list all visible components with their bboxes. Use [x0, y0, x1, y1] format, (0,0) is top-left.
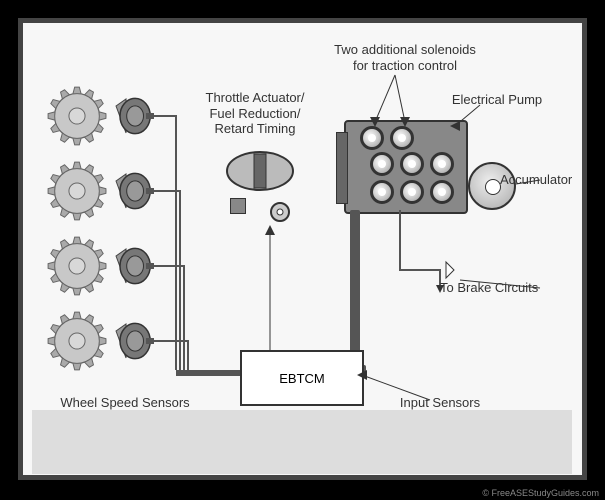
label-wheel: Wheel Speed Sensors — [40, 395, 210, 411]
label-solenoids: Two additional solenoidsfor traction con… — [305, 42, 505, 73]
speed-sensor-icon — [112, 245, 154, 292]
speed-sensor-icon — [112, 170, 154, 217]
wheel-gear-icon — [46, 160, 108, 222]
solenoid-icon — [370, 152, 394, 176]
solenoid-icon — [430, 152, 454, 176]
throttle-gear-icon — [268, 200, 292, 229]
inner-band — [32, 410, 572, 474]
throttle-actuator-icon — [225, 150, 295, 192]
solenoid-icon — [400, 152, 424, 176]
source-credit: © FreeASEStudyGuides.com — [482, 488, 599, 498]
label-throttle: Throttle Actuator/Fuel Reduction/Retard … — [185, 90, 325, 137]
wheel-gear-icon — [46, 235, 108, 297]
ebtcm-module: EBTCM — [240, 350, 364, 406]
solenoid-icon — [360, 126, 384, 150]
solenoid-icon — [430, 180, 454, 204]
label-inputs: Input Sensors — [380, 395, 500, 411]
solenoid-icon — [390, 126, 414, 150]
throttle-motor-icon — [230, 198, 246, 214]
label-brake: To Brake Circuits — [440, 280, 570, 296]
label-pump: Electrical Pump — [442, 92, 552, 108]
solenoid-icon — [370, 180, 394, 204]
wheel-gear-icon — [46, 310, 108, 372]
speed-sensor-icon — [112, 320, 154, 367]
speed-sensor-icon — [112, 95, 154, 142]
label-accumulator: Accumulator — [500, 172, 590, 188]
ebtcm-label: EBTCM — [279, 371, 325, 386]
diagram-canvas: EBTCM Two additional solenoidsfor tracti… — [0, 0, 605, 500]
solenoid-icon — [400, 180, 424, 204]
wheel-gear-icon — [46, 85, 108, 147]
hydraulic-conduit — [350, 210, 360, 370]
